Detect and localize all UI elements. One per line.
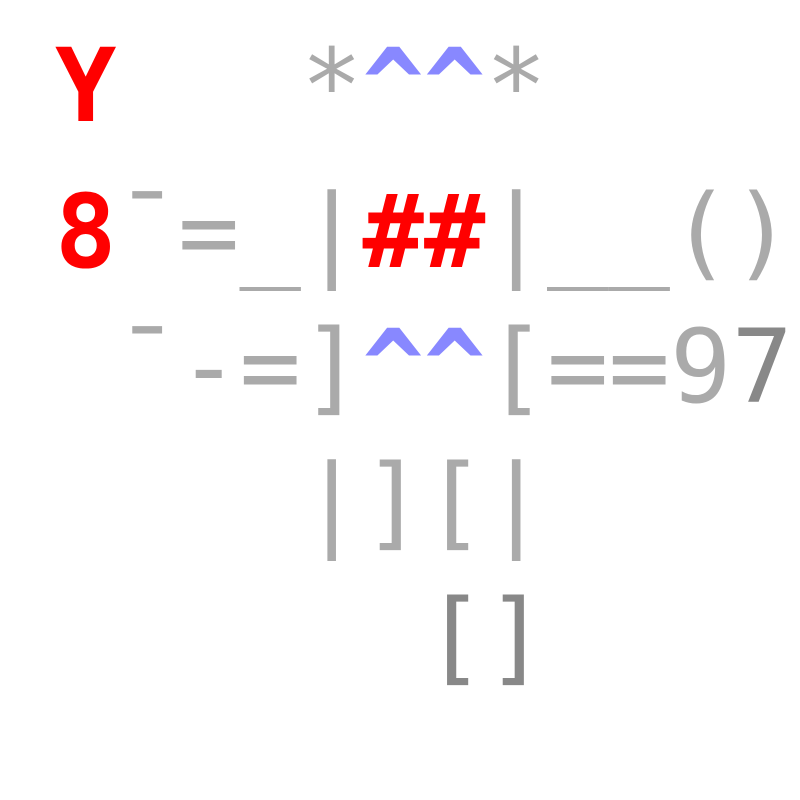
glyph: = — [178, 173, 240, 292]
glyph: ^ — [362, 27, 424, 146]
art-row-1: Y *^^* — [55, 19, 547, 155]
glyph — [301, 570, 363, 706]
glyph: | — [301, 443, 363, 562]
glyph — [55, 570, 117, 706]
glyph: 8 — [55, 173, 117, 292]
glyph: [ — [485, 308, 547, 427]
glyph: - — [178, 308, 240, 427]
glyph: ] — [362, 443, 424, 562]
glyph — [117, 435, 179, 571]
glyph: # — [362, 173, 424, 292]
glyph — [240, 570, 302, 706]
art-row-3: ¯-=]^^[==97 — [55, 300, 793, 436]
glyph: * — [485, 27, 547, 146]
glyph — [55, 435, 117, 571]
glyph — [117, 570, 179, 706]
glyph: * — [301, 27, 363, 146]
glyph — [363, 570, 425, 706]
glyph: ¯ — [116, 308, 178, 427]
glyph — [178, 435, 240, 571]
glyph: = — [239, 308, 301, 427]
glyph: | — [301, 173, 363, 292]
glyph: ] — [485, 578, 547, 697]
glyph — [240, 435, 302, 571]
glyph: [ — [424, 578, 486, 697]
glyph: ^ — [424, 27, 486, 146]
glyph: ^ — [362, 308, 424, 427]
art-row-5: [] — [55, 570, 547, 706]
art-row-2: 8¯=_|##|__() — [55, 165, 793, 301]
glyph: ( — [670, 173, 732, 292]
glyph: 9 — [670, 308, 732, 427]
glyph: _ — [608, 173, 670, 292]
glyph: ] — [301, 308, 363, 427]
glyph: _ — [547, 173, 609, 292]
glyph — [117, 19, 179, 155]
glyph: Y — [55, 27, 117, 146]
glyph: [ — [424, 443, 486, 562]
glyph: _ — [239, 173, 301, 292]
glyph — [178, 19, 240, 155]
glyph — [178, 570, 240, 706]
glyph: = — [547, 308, 609, 427]
glyph: | — [485, 443, 547, 562]
art-row-4: |][| — [55, 435, 547, 571]
glyph: ¯ — [116, 173, 178, 292]
glyph: = — [608, 308, 670, 427]
glyph: ^ — [424, 308, 486, 427]
glyph: ) — [731, 173, 793, 292]
glyph — [55, 300, 117, 436]
glyph: # — [424, 173, 486, 292]
glyph — [240, 19, 302, 155]
glyph: | — [485, 173, 547, 292]
glyph: 7 — [731, 308, 793, 427]
